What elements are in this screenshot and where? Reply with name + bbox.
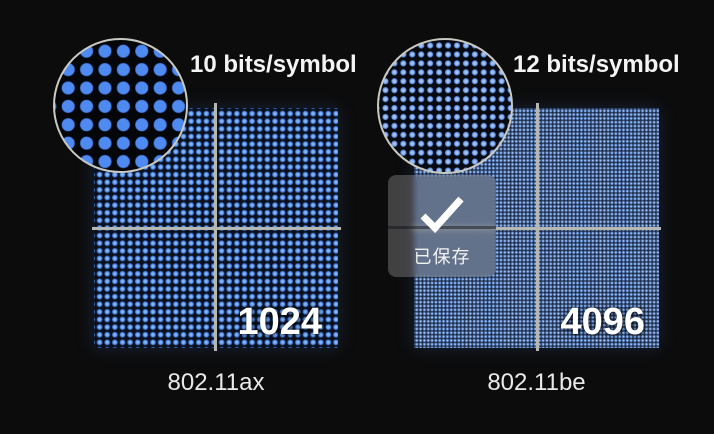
magnifier-inset-4096 [377,38,513,174]
bits-per-symbol-label-ax: 10 bits/symbol [190,51,357,78]
standard-caption-be: 802.11be [487,369,586,396]
toast-label: 已保存 [413,247,471,267]
saved-toast: 已保存 [388,175,496,277]
constellation-count-be: 4096 [560,301,645,343]
constellation-count-ax: 1024 [237,301,322,343]
magnifier-inset-1024 [53,38,188,173]
bits-per-symbol-label-be: 12 bits/symbol [513,51,680,78]
axis-horizontal-be [412,227,661,230]
axis-horizontal-ax [92,227,341,230]
checkmark-icon [419,195,465,234]
toast-axis-shadow [388,226,496,229]
standard-caption-ax: 802.11ax [167,369,265,396]
